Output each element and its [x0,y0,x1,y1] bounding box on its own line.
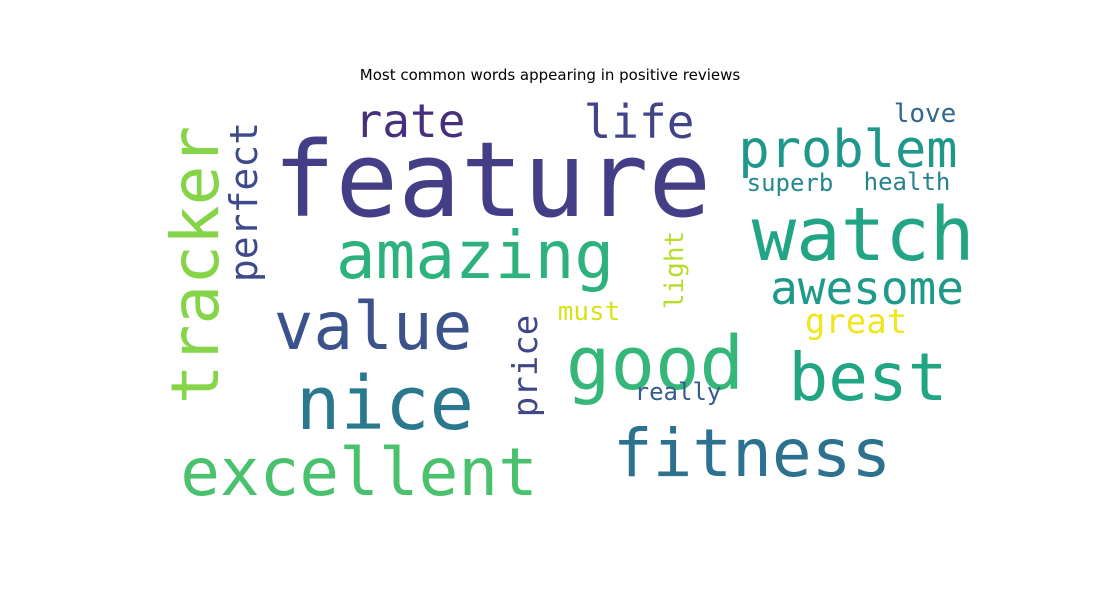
word-tracker: tracker [157,126,234,404]
word-good: good [566,321,744,407]
word-price: price [506,315,546,417]
word-really: really [635,378,722,406]
word-watch: watch [752,192,975,278]
word-fitness: fitness [613,415,891,492]
figure-title: Most common words appearing in positive … [359,66,741,84]
word-value: value [274,288,473,365]
word-perfect: perfect [222,122,266,282]
word-life: life [584,95,695,149]
word-best: best [789,339,948,416]
word-problem: problem [738,120,957,180]
word-superb: superb [747,169,834,197]
word-must: must [558,297,621,327]
word-nice: nice [296,361,474,447]
word-light: light [660,231,690,309]
word-amazing: amazing [336,217,614,294]
word-awesome: awesome [770,261,964,315]
word-feature: feature [273,119,711,241]
word-health: health [864,168,951,196]
word-excellent: excellent [180,434,538,511]
word-rate: rate [355,94,466,148]
word-love: love [894,99,957,129]
word-great: great [805,302,907,342]
